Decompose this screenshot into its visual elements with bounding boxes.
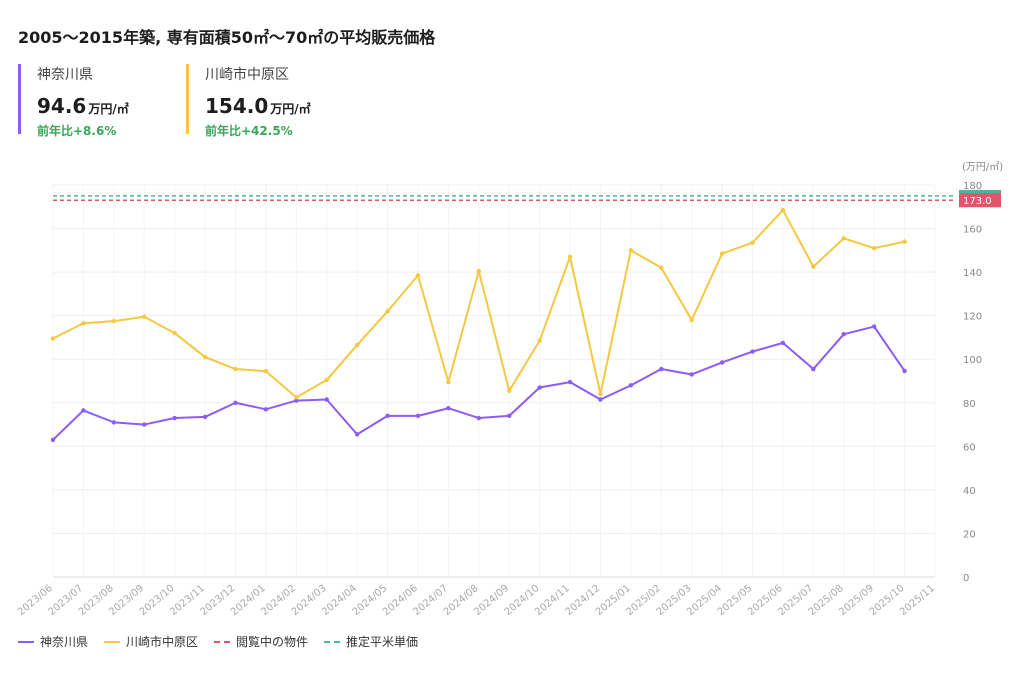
data-point bbox=[537, 385, 542, 390]
line-chart: 0204060801001201401601802023/062023/0720… bbox=[16, 161, 1003, 618]
data-point bbox=[233, 400, 238, 405]
data-point bbox=[598, 397, 603, 402]
reference-label: 173.0 bbox=[963, 196, 992, 207]
data-point bbox=[81, 408, 86, 413]
data-point bbox=[567, 379, 573, 385]
stat-name: 神奈川県 bbox=[37, 67, 93, 83]
data-point bbox=[811, 366, 816, 372]
data-point bbox=[385, 413, 390, 419]
y-tick-label: 40 bbox=[963, 486, 976, 497]
y-tick-label: 60 bbox=[963, 442, 976, 453]
data-point bbox=[446, 379, 451, 385]
data-point bbox=[507, 413, 512, 419]
stat-nakahara: 川崎市中原区 154.0 万円/㎡ 前年比+42.5% bbox=[186, 64, 311, 138]
data-point bbox=[172, 415, 177, 421]
y-tick-label: 180 bbox=[963, 181, 982, 192]
data-point bbox=[111, 420, 117, 425]
data-point bbox=[385, 309, 390, 314]
data-point bbox=[841, 331, 846, 337]
data-point bbox=[50, 336, 56, 341]
data-point bbox=[902, 368, 907, 374]
stat-value: 154.0 万円/㎡ bbox=[205, 94, 311, 118]
data-point bbox=[628, 383, 634, 388]
data-point bbox=[172, 330, 177, 336]
y-tick-label: 160 bbox=[963, 225, 982, 236]
data-point bbox=[659, 366, 664, 372]
legend-swatch bbox=[104, 640, 121, 643]
data-point bbox=[507, 388, 512, 393]
y-tick-label: 0 bbox=[963, 573, 969, 584]
data-point bbox=[811, 264, 816, 269]
data-point bbox=[324, 377, 329, 383]
data-point bbox=[81, 321, 86, 326]
data-point bbox=[750, 240, 755, 245]
data-point bbox=[263, 407, 269, 412]
legend-label: 川崎市中原区 bbox=[126, 635, 199, 649]
data-point bbox=[902, 239, 907, 244]
data-point bbox=[659, 265, 664, 270]
data-point bbox=[142, 422, 147, 427]
data-point bbox=[50, 437, 56, 442]
y-tick-label: 100 bbox=[963, 355, 982, 366]
legend-swatch bbox=[18, 640, 34, 643]
data-point bbox=[111, 318, 117, 324]
legend-item-kanagawa[interactable]: 神奈川県 bbox=[18, 633, 88, 650]
data-point bbox=[871, 324, 877, 329]
legend-item-nakahara[interactable]: 川崎市中原区 bbox=[104, 633, 198, 650]
data-point bbox=[871, 245, 877, 251]
data-point bbox=[476, 268, 481, 274]
data-point bbox=[202, 354, 208, 360]
y-tick-label: 80 bbox=[963, 399, 976, 410]
data-point bbox=[294, 398, 299, 403]
data-point bbox=[780, 340, 786, 346]
stat-kanagawa: 神奈川県 94.6 万円/㎡ 前年比+8.6% bbox=[18, 64, 129, 138]
data-point bbox=[294, 395, 299, 400]
y-unit-label: (万円/㎡) bbox=[962, 161, 1003, 173]
legend-label: 推定平米単価 bbox=[346, 635, 419, 649]
data-point bbox=[354, 432, 360, 437]
legend-swatch bbox=[214, 640, 231, 643]
chart-title: 2005〜2015年築, 専有面積50㎡〜70㎡の平均販売価格 bbox=[18, 28, 436, 47]
data-point bbox=[689, 372, 694, 377]
legend-item-estimated-price[interactable]: 推定平米単価 bbox=[324, 633, 418, 650]
data-point bbox=[233, 366, 238, 372]
legend-item-viewing-property[interactable]: 閲覧中の物件 bbox=[214, 633, 308, 650]
data-point bbox=[689, 317, 694, 323]
data-point bbox=[202, 414, 208, 420]
legend-swatch bbox=[324, 640, 341, 643]
reference-label-bg bbox=[959, 193, 1001, 208]
stat-yoy: 前年比+8.6% bbox=[37, 124, 117, 138]
y-tick-label: 120 bbox=[963, 312, 982, 323]
legend-label: 神奈川県 bbox=[40, 635, 89, 649]
data-point bbox=[628, 248, 634, 253]
reference-label-bg-estimated bbox=[959, 189, 1001, 196]
data-point bbox=[354, 342, 360, 348]
data-point bbox=[415, 273, 421, 278]
data-point bbox=[142, 314, 147, 319]
data-point bbox=[719, 251, 725, 256]
data-point bbox=[415, 413, 421, 419]
data-point bbox=[476, 415, 481, 421]
data-point bbox=[263, 369, 269, 374]
data-point bbox=[598, 391, 603, 397]
stat-yoy: 前年比+42.5% bbox=[205, 124, 293, 138]
data-point bbox=[780, 207, 786, 213]
data-point bbox=[537, 338, 542, 343]
stat-value: 94.6 万円/㎡ bbox=[37, 94, 129, 118]
y-tick-label: 20 bbox=[963, 529, 976, 540]
data-point bbox=[841, 236, 846, 241]
data-point bbox=[324, 397, 329, 402]
data-point bbox=[567, 254, 573, 260]
legend: 神奈川県 川崎市中原区 閲覧中の物件 推定平米単価 bbox=[18, 633, 418, 650]
y-tick-label: 140 bbox=[963, 268, 982, 279]
stat-name: 川崎市中原区 bbox=[205, 67, 289, 83]
data-point bbox=[750, 349, 755, 354]
data-point bbox=[719, 360, 725, 365]
legend-label: 閲覧中の物件 bbox=[236, 635, 309, 649]
data-point bbox=[446, 406, 451, 411]
